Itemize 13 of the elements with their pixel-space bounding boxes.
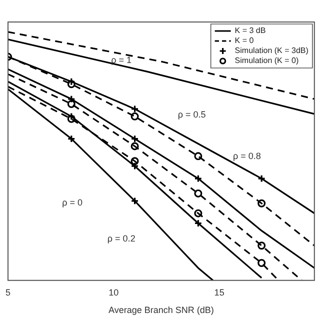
annotation: ρ = 0.5 — [178, 110, 206, 120]
legend-label: K = 0 — [234, 36, 254, 46]
legend-label: Simulation (K = 3dB) — [234, 46, 309, 56]
x-tick-label: 5 — [5, 287, 11, 298]
annotation: ρ = 0.8 — [233, 150, 261, 161]
x-tick-label: 15 — [214, 287, 224, 298]
legend-label: Simulation (K = 0) — [234, 56, 299, 66]
annotation: ρ = 1 — [111, 55, 132, 66]
x-tick-label: 10 — [108, 287, 119, 298]
x-axis-title: Average Branch SNR (dB) — [108, 305, 214, 316]
annotation: ρ = 0.2 — [107, 234, 136, 244]
legend-label: K = 3 dB — [234, 26, 266, 36]
annotation: ρ = 0 — [62, 197, 83, 208]
